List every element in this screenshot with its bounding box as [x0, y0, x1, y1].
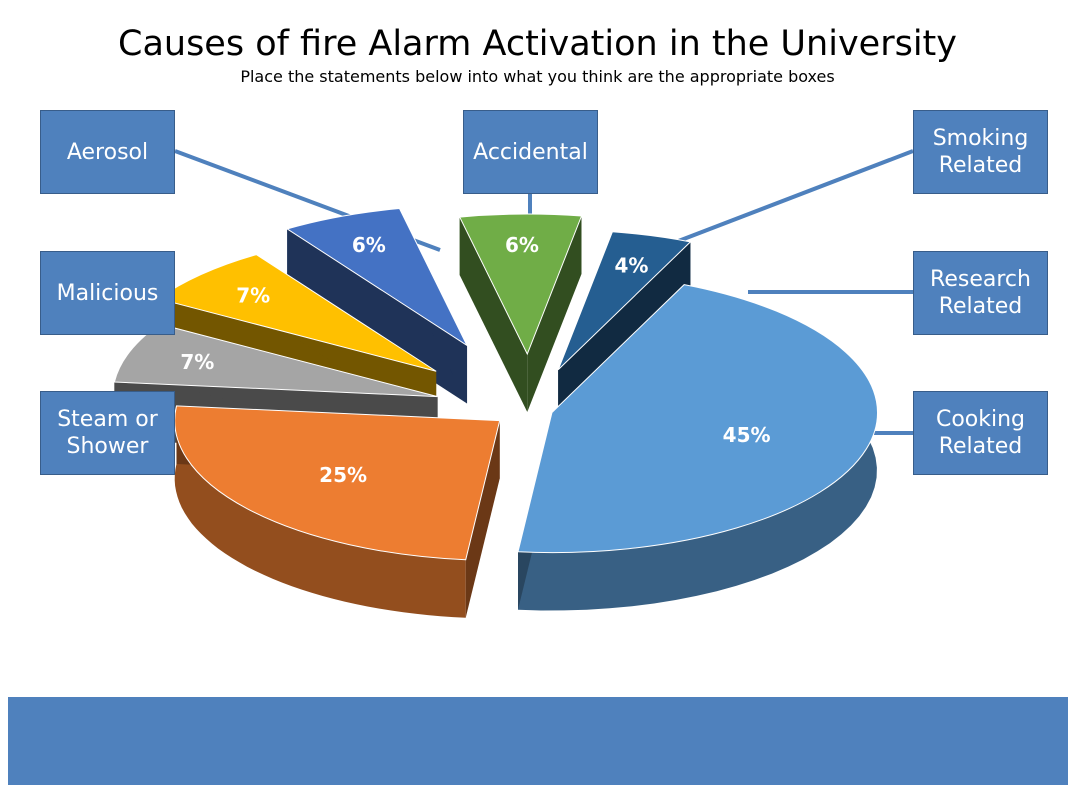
pie-slice-edge: [459, 217, 528, 413]
leader-line-smoking: [654, 149, 914, 252]
page-subtitle: Place the statements below into what you…: [240, 67, 835, 86]
smoking-related-box[interactable]: Smoking Related: [913, 110, 1048, 194]
research-related-box[interactable]: Research Related: [913, 251, 1048, 335]
pie-slice-cooking-related: [517, 284, 878, 554]
page-title: Causes of fire Alarm Activation in the U…: [118, 24, 957, 64]
data-label: 6%: [505, 233, 539, 257]
data-label: 7%: [180, 350, 214, 374]
data-label: 45%: [723, 423, 771, 447]
answer-banner: [8, 697, 1068, 785]
pie-slice-side: [174, 405, 466, 618]
pie-slice-research-related: [557, 231, 692, 371]
aerosol-box[interactable]: Aerosol: [40, 110, 175, 194]
steam-or-shower-box[interactable]: Steam or Shower: [40, 391, 175, 475]
pie-labels: 45% 25% 7% 7% 6% 6% 4%: [180, 233, 770, 487]
data-label: 25%: [319, 463, 367, 487]
accidental-box[interactable]: Accidental: [463, 110, 598, 194]
pie-slice-edge: [527, 215, 582, 413]
data-label: 6%: [352, 233, 386, 257]
pie-tops: [113, 207, 878, 561]
data-label: 4%: [615, 253, 649, 277]
pie-slice-steam-or-shower: [174, 405, 501, 561]
cooking-related-box[interactable]: Cooking Related: [913, 391, 1048, 475]
data-label: 7%: [236, 284, 270, 308]
pie-slice-accidental: [286, 207, 469, 347]
malicious-box[interactable]: Malicious: [40, 251, 175, 335]
pie-slice-smoking-related: [458, 213, 583, 356]
pie-slice-edge: [287, 228, 468, 404]
